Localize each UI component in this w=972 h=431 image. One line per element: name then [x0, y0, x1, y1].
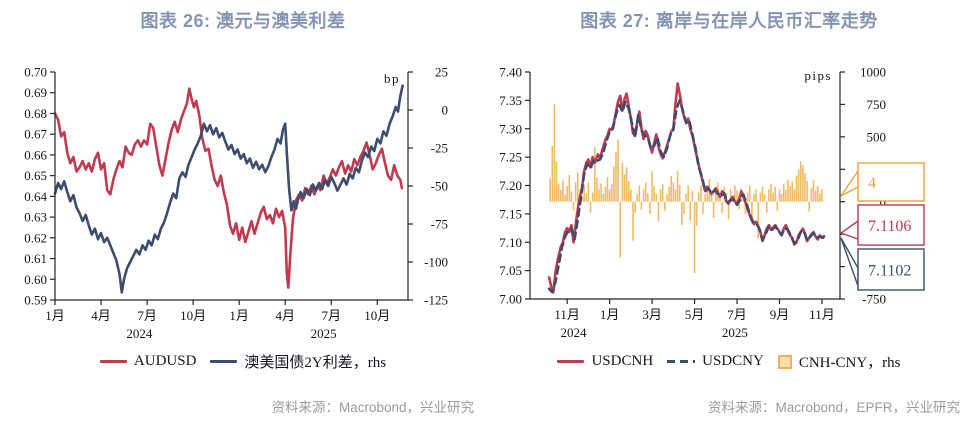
legend-label: AUDUSD: [133, 353, 197, 369]
svg-text:2025: 2025: [722, 325, 748, 340]
chart26-source: 资料来源：Macrobond，兴业研究: [271, 400, 474, 415]
svg-text:10月: 10月: [364, 308, 390, 323]
svg-text:0.62: 0.62: [24, 230, 47, 245]
orange-square-marker-icon: [777, 354, 792, 369]
svg-text:-100: -100: [424, 255, 448, 270]
svg-text:1月: 1月: [229, 308, 249, 323]
svg-text:-125: -125: [424, 293, 448, 308]
svg-text:750: 750: [867, 97, 887, 112]
chart26-title: 图表 26: 澳元与澳美利差: [140, 11, 346, 31]
svg-text:-25: -25: [431, 141, 448, 156]
svg-text:7月: 7月: [137, 308, 157, 323]
svg-text:7.20: 7.20: [499, 178, 522, 193]
svg-text:7.35: 7.35: [499, 93, 522, 108]
svg-text:0.68: 0.68: [24, 106, 47, 121]
chart27-legend: USDCNH USDCNY CNH-CNY，rhs: [486, 351, 972, 372]
svg-text:0.59: 0.59: [24, 293, 47, 308]
chart27-plot: 7.40 7.35 7.30 7.25 7.20 7.15 7.10 7.05 7.00 1000…: [499, 65, 925, 340]
red-line-marker-icon: [557, 360, 585, 363]
svg-text:5月: 5月: [685, 307, 705, 322]
svg-text:0.69: 0.69: [24, 85, 47, 100]
svg-text:2025: 2025: [311, 326, 337, 341]
red-line-marker-icon: [99, 360, 127, 363]
svg-text:-50: -50: [431, 179, 448, 194]
svg-text:0.63: 0.63: [24, 210, 47, 225]
svg-text:7.10: 7.10: [499, 235, 522, 250]
chart26-plot: 0.70 0.69 0.68 0.67 0.66 0.65 0.64 0.63 0.62 0.61…: [24, 65, 449, 342]
svg-text:0.61: 0.61: [24, 251, 47, 266]
svg-text:7.1106: 7.1106: [868, 218, 911, 235]
svg-text:1月: 1月: [600, 307, 620, 322]
svg-text:0.67: 0.67: [24, 127, 47, 142]
svg-text:11月: 11月: [809, 307, 835, 322]
svg-text:4月: 4月: [275, 308, 295, 323]
svg-text:25: 25: [435, 65, 448, 80]
chart27-panel: 图表 27: 离岸与在岸人民币汇率走势 7.40 7.35 7.30 7.25 7.20…: [486, 0, 972, 431]
svg-text:0: 0: [442, 103, 449, 118]
svg-text:-750: -750: [862, 292, 886, 307]
svg-text:10月: 10月: [180, 308, 206, 323]
svg-text:pips: pips: [804, 68, 832, 83]
svg-text:0.70: 0.70: [24, 65, 47, 80]
legend-item-au-us-2y-spread: 澳美国债2Y利差，rhs: [210, 351, 386, 372]
chart26-panel: 图表 26: 澳元与澳美利差 0.70 0.69 0.68 0.67 0.66 0.65 0…: [0, 11, 486, 415]
legend-label: 澳美国债2Y利差，rhs: [244, 355, 387, 371]
chart27-source: 资料来源：Macrobond，EPFR，兴业研究: [707, 400, 960, 415]
legend-item-audusd: AUDUSD: [99, 353, 197, 370]
svg-text:7.00: 7.00: [499, 292, 522, 307]
svg-text:0: 0: [880, 194, 887, 209]
svg-text:2024: 2024: [126, 326, 153, 341]
legend-label: CNH-CNY，rhs: [798, 355, 901, 371]
svg-text:2024: 2024: [561, 325, 588, 340]
svg-text:7月: 7月: [727, 307, 747, 322]
svg-text:0.64: 0.64: [24, 189, 47, 204]
svg-text:1000: 1000: [860, 65, 886, 80]
navy-line-marker-icon: [210, 360, 238, 363]
svg-text:7.05: 7.05: [499, 263, 522, 278]
svg-text:7月: 7月: [322, 308, 342, 323]
svg-text:11月: 11月: [554, 307, 580, 322]
svg-text:0.66: 0.66: [24, 147, 47, 162]
legend-item-usdcny: USDCNY: [667, 353, 764, 370]
legend-item-cnh-cny-spread: CNH-CNY，rhs: [777, 351, 901, 372]
navy-dashed-line-marker-icon: [667, 360, 696, 363]
svg-text:4月: 4月: [91, 308, 111, 323]
svg-text:7.15: 7.15: [499, 206, 522, 221]
chart27-title: 图表 27: 离岸与在岸人民币汇率走势: [580, 11, 878, 31]
svg-text:7.30: 7.30: [499, 121, 522, 136]
legend-label: USDCNH: [591, 353, 654, 369]
legend-label: USDCNY: [702, 353, 764, 369]
svg-text:1月: 1月: [45, 308, 65, 323]
svg-text:3月: 3月: [642, 307, 662, 322]
svg-text:9月: 9月: [770, 307, 790, 322]
svg-text:7.40: 7.40: [499, 65, 522, 80]
legend-item-usdcnh: USDCNH: [557, 353, 653, 370]
svg-text:7.25: 7.25: [499, 150, 522, 165]
svg-text:4: 4: [868, 175, 876, 192]
svg-text:bp: bp: [384, 71, 400, 86]
svg-text:0.65: 0.65: [24, 168, 47, 183]
svg-text:500: 500: [867, 129, 887, 144]
svg-text:7.1102: 7.1102: [868, 263, 911, 280]
svg-text:0.60: 0.60: [24, 272, 47, 287]
chart26-legend: AUDUSD 澳美国债2Y利差，rhs: [0, 351, 486, 372]
svg-text:-75: -75: [431, 217, 448, 232]
